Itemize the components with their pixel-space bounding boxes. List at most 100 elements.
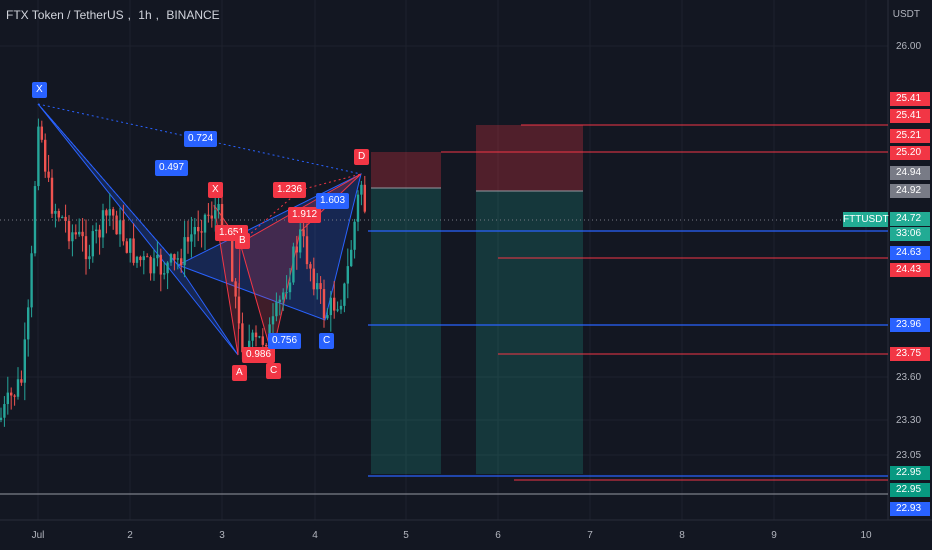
candle-body [176,258,179,260]
price-tag: 33:06 [890,227,930,241]
candle-body [125,241,128,253]
candle-body [288,282,292,293]
candle-body [74,232,77,235]
candle-body [346,266,349,284]
candle-body [98,229,101,238]
candle-body [67,220,71,242]
candle-body [71,232,74,242]
candle-body [3,404,6,418]
pattern-label-r1912: 1.912 [288,207,322,223]
candle-body [363,184,366,212]
candle-body [234,281,237,297]
harmonic-xb-line [37,103,179,266]
pattern-label-r0724: 0.724 [184,131,218,147]
candle-body [254,332,258,338]
candle-body [0,417,3,420]
target-zone [476,191,583,474]
candle-body [108,209,111,216]
price-tag: 24.63 [890,246,930,260]
x-tick-label: 10 [860,530,872,541]
candle-body [142,256,145,261]
price-tag: 25.21 [890,129,930,143]
interval: 1h [138,8,152,22]
candle-body [129,238,132,253]
candle-body [200,231,203,233]
candle-body [95,229,98,232]
candle-body [312,268,315,290]
x-tick-label: 2 [127,530,133,541]
candle-body [190,234,193,242]
candle-body [336,309,339,311]
symbol-name: FTX Token / TetherUS [6,8,124,22]
candle-body [292,246,295,283]
candle-body [159,254,162,275]
candle-body [139,256,142,261]
candle-body [207,214,210,216]
candle-body [326,315,329,319]
candle-body [173,254,176,260]
price-tag: 22.95 [890,483,930,497]
candle-body [319,283,322,290]
candle-body [61,216,64,218]
price-tag: 24.94 [890,166,930,180]
candle-body [81,231,84,237]
candle-body [356,194,360,222]
candle-body [261,336,264,345]
pattern-label-r0986: 0.986 [242,347,276,363]
candle-body [23,339,26,383]
candle-body [135,256,139,263]
candle-body [88,256,91,260]
pattern-label-r1236: 1.236 [273,182,307,198]
candle-body [360,184,363,195]
candle-body [217,204,220,211]
candle-body [152,258,156,274]
candle-body [6,392,9,405]
candle-body [353,221,356,250]
candle-body [156,254,159,259]
target-zone [371,188,441,474]
x-tick-label: 3 [219,530,225,541]
y-tick-label: 23.05 [896,450,921,461]
candle-body [30,253,33,308]
candle-body [271,316,275,325]
pattern-label-x1: X [32,82,47,98]
candle-body [302,229,305,237]
candle-body [251,332,254,341]
pattern-label-x2: X [208,182,223,198]
candle-body [210,215,213,219]
candle-body [37,126,40,187]
candle-body [285,292,288,294]
candle-body [33,186,37,254]
candle-body [13,395,16,397]
candle-body [47,171,50,178]
price-tag: 22.95 [890,466,930,480]
candle-body [64,216,67,221]
candle-body [339,305,343,310]
candle-body [115,215,118,235]
candle-body [329,297,332,316]
candle-body [27,307,30,340]
candle-body [305,236,309,265]
x-tick-label: 8 [679,530,685,541]
price-tag: 24.92 [890,184,930,198]
pattern-label-d: D [354,149,370,165]
price-tag: 25.41 [890,109,930,123]
price-tag: 25.20 [890,146,930,160]
candle-body [180,258,183,266]
candle-body [237,296,241,324]
candle-body [241,323,244,353]
x-tick-label: 5 [403,530,409,541]
candle-body [84,236,88,260]
price-tag: 23.96 [890,318,930,332]
candle-body [112,209,115,216]
candle-body [122,220,125,242]
candle-body [275,302,278,317]
pattern-label-c1: C [266,363,282,379]
pattern-label-r1603: 1.603 [316,193,350,209]
pattern-label-r0756: 0.756 [268,333,302,349]
pattern-label-b: B [235,233,250,249]
candle-body [309,264,312,269]
candles [0,118,366,427]
candle-body [149,257,152,274]
